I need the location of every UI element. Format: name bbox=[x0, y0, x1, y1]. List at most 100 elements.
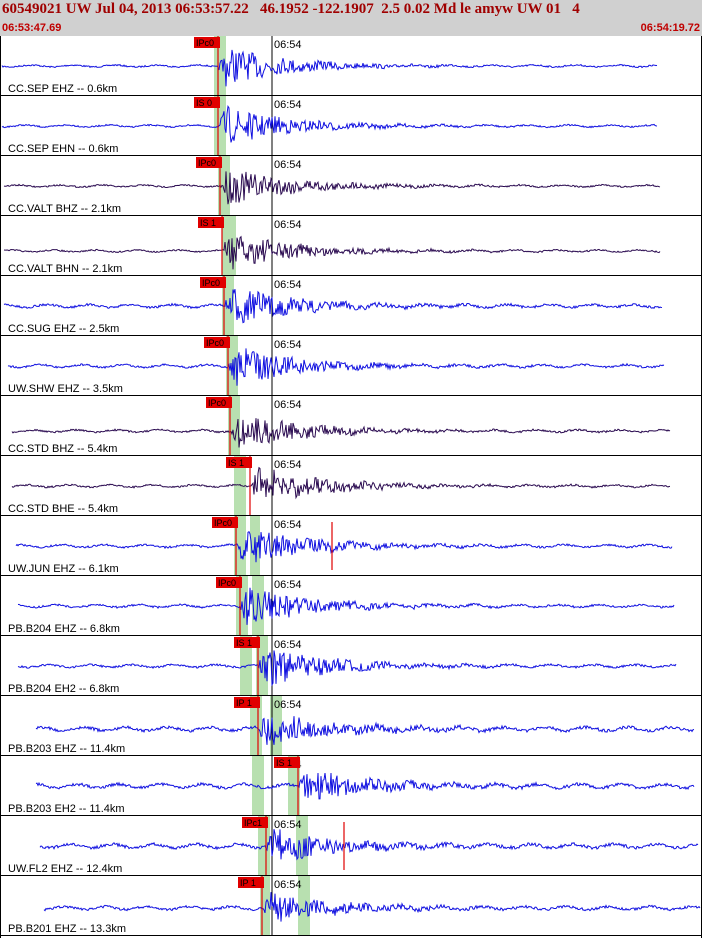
trace-row: 06:54 IPc0 CC.STD BHZ -- 5.4km bbox=[0, 396, 702, 456]
station-label: PB.B201 EHZ -- 13.3km bbox=[8, 923, 126, 935]
trace-row: 06:54 IPc0 CC.VALT BHZ -- 2.1km bbox=[0, 156, 702, 216]
station-label: UW.JUN EHZ -- 6.1km bbox=[8, 563, 119, 575]
time-start: 06:53:47.69 bbox=[2, 22, 62, 34]
minute-label: 06:54 bbox=[274, 519, 302, 531]
pick-flag[interactable] bbox=[194, 37, 220, 48]
trace-row: 06:54 IS 0 CC.SEP EHN -- 0.6km bbox=[0, 96, 702, 156]
pick-label: IS 1 bbox=[276, 758, 292, 768]
minute-label: 06:54 bbox=[274, 39, 302, 51]
trace-row: 06:54 IPc0 UW.JUN EHZ -- 6.1km bbox=[0, 516, 702, 576]
minute-label: 06:54 bbox=[274, 339, 302, 351]
pick-flag[interactable] bbox=[234, 697, 260, 708]
trace-row: 06:54 IP 1 PB.B203 EHZ -- 11.4km bbox=[0, 696, 702, 756]
pick-flag[interactable] bbox=[238, 877, 264, 888]
waveform bbox=[11, 418, 671, 448]
trace-row: 06:54 IPc0 PB.B204 EHZ -- 6.8km bbox=[0, 576, 702, 636]
pick-label: IPc0 bbox=[208, 398, 226, 408]
waveform bbox=[1, 105, 658, 143]
station-label: CC.STD BHE -- 5.4km bbox=[8, 503, 118, 515]
waveform bbox=[1, 49, 658, 87]
trace-row: 06:54 IPc0 CC.SEP EHZ -- 0.6km bbox=[0, 36, 702, 96]
station-label: CC.VALT BHN -- 2.1km bbox=[8, 263, 122, 275]
pick-window bbox=[260, 876, 270, 936]
pick-label: IPc0 bbox=[206, 338, 224, 348]
pick-window bbox=[236, 576, 248, 636]
pick-label: IPc0 bbox=[196, 38, 214, 48]
pick-flag[interactable] bbox=[206, 397, 232, 408]
pick-label: IPc0 bbox=[198, 158, 216, 168]
pick-flag[interactable] bbox=[196, 157, 222, 168]
trace-row: 06:54 IS 1 PB.B204 EH2 -- 6.8km bbox=[0, 636, 702, 696]
minute-label: 06:54 bbox=[274, 219, 302, 231]
pick-flag[interactable] bbox=[226, 457, 252, 468]
station-label: CC.SEP EHZ -- 0.6km bbox=[8, 83, 117, 95]
station-label: CC.SEP EHN -- 0.6km bbox=[8, 143, 118, 155]
pick-label: IS 1 bbox=[228, 458, 244, 468]
station-label: PB.B203 EH2 -- 11.4km bbox=[8, 803, 125, 815]
waveform bbox=[11, 466, 671, 500]
pick-label: IS 0 bbox=[196, 98, 212, 108]
waveform bbox=[15, 530, 673, 563]
waveform bbox=[3, 235, 661, 270]
trace-row: 06:54 IS 1 CC.VALT BHN -- 2.1km bbox=[0, 216, 702, 276]
pick-window bbox=[298, 876, 310, 936]
station-label: PB.B204 EHZ -- 6.8km bbox=[8, 623, 120, 635]
pick-window bbox=[214, 96, 226, 156]
trace-row: 06:54 IPc0 CC.SUG EHZ -- 2.5km bbox=[0, 276, 702, 336]
waveform bbox=[3, 171, 661, 205]
station-label: UW.FL2 EHZ -- 12.4km bbox=[8, 863, 122, 875]
pick-label: IP 1 bbox=[240, 878, 256, 888]
trace-row: 06:54 IPc1 UW.FL2 EHZ -- 12.4km bbox=[0, 816, 702, 876]
minute-label: 06:54 bbox=[274, 819, 302, 831]
waveform bbox=[35, 772, 695, 800]
event-title: 60549021 UW Jul 04, 2013 06:53:57.22 46.… bbox=[2, 1, 580, 17]
waveform bbox=[39, 829, 699, 861]
station-label: CC.STD BHZ -- 5.4km bbox=[8, 443, 117, 455]
pick-flag[interactable] bbox=[216, 577, 242, 588]
trace-row: 06:54 IS 1 CC.STD BHE -- 5.4km bbox=[0, 456, 702, 516]
waveform bbox=[17, 587, 675, 625]
pick-label: IS 1 bbox=[236, 638, 252, 648]
pick-window bbox=[250, 696, 262, 756]
minute-label: 06:54 bbox=[274, 579, 302, 591]
pick-flag[interactable] bbox=[194, 97, 220, 108]
waveform bbox=[3, 289, 663, 324]
minute-label: 06:54 bbox=[274, 159, 302, 171]
trace-row: 06:54 IP 1 PB.B201 EHZ -- 13.3km bbox=[0, 876, 702, 936]
pick-window bbox=[226, 336, 238, 396]
pick-window bbox=[234, 456, 246, 516]
pick-label: IPc0 bbox=[214, 518, 232, 528]
pick-flag[interactable] bbox=[198, 217, 224, 228]
seismogram-panel: 06:54 IPc0 CC.SEP EHZ -- 0.6km 06:54 IS 0 CC.… bbox=[0, 36, 702, 938]
pick-label: IS 1 bbox=[200, 218, 216, 228]
station-label: CC.SUG EHZ -- 2.5km bbox=[8, 323, 119, 335]
pick-flag[interactable] bbox=[242, 817, 268, 828]
minute-label: 06:54 bbox=[274, 879, 302, 891]
waveform bbox=[17, 650, 677, 687]
waveform bbox=[35, 716, 695, 745]
pick-flag[interactable] bbox=[204, 337, 230, 348]
pick-window bbox=[218, 156, 230, 216]
station-label: UW.SHW EHZ -- 3.5km bbox=[8, 383, 123, 395]
pick-window bbox=[252, 576, 264, 636]
minute-label: 06:54 bbox=[274, 99, 302, 111]
pick-flag[interactable] bbox=[234, 637, 260, 648]
event-header: 60549021 UW Jul 04, 2013 06:53:57.22 46.… bbox=[0, 0, 702, 36]
pick-window bbox=[228, 396, 240, 456]
minute-label: 06:54 bbox=[274, 699, 302, 711]
station-label: PB.B204 EH2 -- 6.8km bbox=[8, 683, 119, 695]
minute-label: 06:54 bbox=[274, 459, 302, 471]
pick-label: IPc0 bbox=[218, 578, 236, 588]
pick-window bbox=[234, 516, 246, 576]
time-end: 06:54:19.72 bbox=[640, 22, 700, 34]
pick-flag[interactable] bbox=[200, 277, 226, 288]
pick-label: IPc1 bbox=[244, 818, 262, 828]
pick-window bbox=[296, 816, 308, 876]
pick-flag[interactable] bbox=[212, 517, 238, 528]
minute-label: 06:54 bbox=[274, 639, 302, 651]
pick-flag[interactable] bbox=[274, 757, 300, 768]
trace-row: 06:54 IPc0 UW.SHW EHZ -- 3.5km bbox=[0, 336, 702, 396]
station-label: PB.B203 EHZ -- 11.4km bbox=[8, 743, 125, 755]
station-label: CC.VALT BHZ -- 2.1km bbox=[8, 203, 121, 215]
